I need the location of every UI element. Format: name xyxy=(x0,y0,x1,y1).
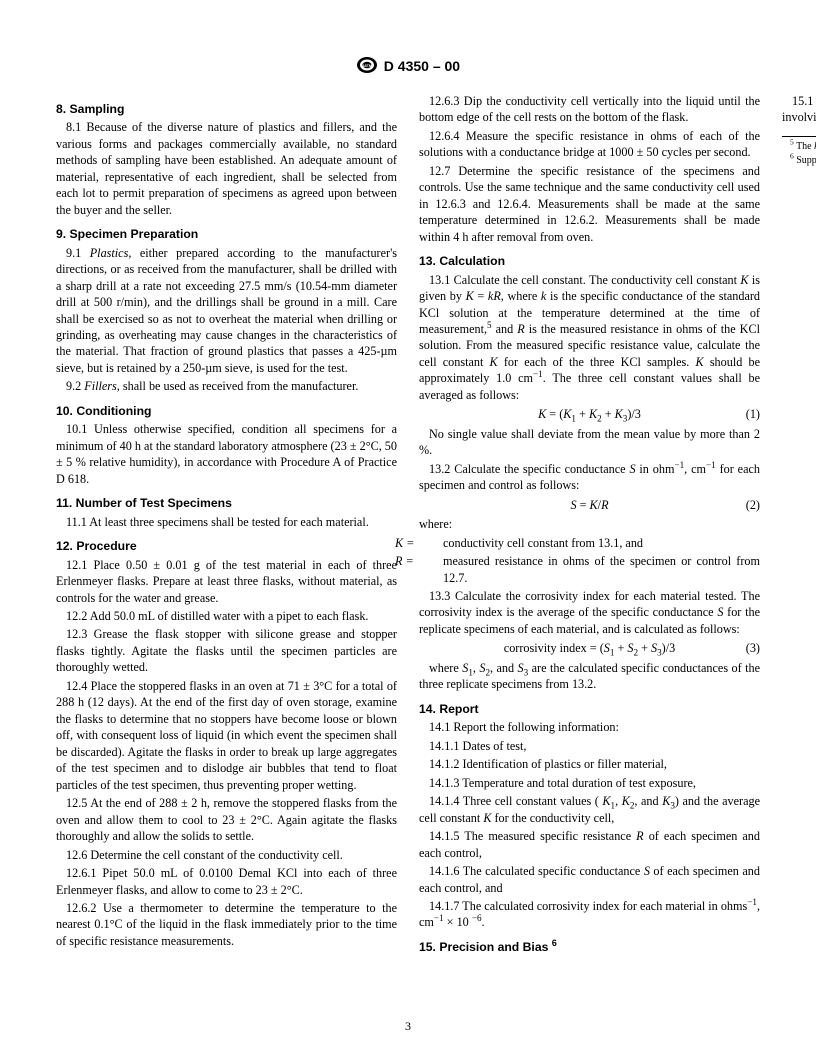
p-12-5: 12.5 At the end of 288 ± 2 h, remove the… xyxy=(56,795,397,844)
p-12-2: 12.2 Add 50.0 mL of distilled water with… xyxy=(56,608,397,624)
t: 14.1.4 Three cell constant values ( xyxy=(429,794,602,808)
t: The xyxy=(796,141,814,152)
p-9-2: 9.2 Fillers, shall be used as received f… xyxy=(56,378,397,394)
t: 14.1.5 The measured specific resistance xyxy=(429,829,636,843)
t: and xyxy=(492,322,518,336)
astm-logo-icon: ASTM xyxy=(356,56,378,79)
t: Supporting data are available from ASTM … xyxy=(796,155,816,166)
sec-10-title: 10. Conditioning xyxy=(56,403,397,419)
sec-8-title: 8. Sampling xyxy=(56,101,397,117)
t: for the conductivity cell, xyxy=(491,811,614,825)
eqnum: (2) xyxy=(746,497,760,513)
t: , where xyxy=(501,289,541,303)
p-12-4: 12.4 Place the stoppered flasks in an ov… xyxy=(56,678,397,793)
sec-15-title: 15. Precision and Bias 6 xyxy=(419,939,760,955)
t: Plastics xyxy=(90,246,129,260)
p-12-6-1: 12.6.1 Pipet 50.0 mL of 0.0100 Demal KCl… xyxy=(56,865,397,898)
footnote-6: 6 Supporting data are available from AST… xyxy=(782,155,816,168)
sec-13-title: 13. Calculation xyxy=(419,253,760,269)
sec-11-title: 11. Number of Test Specimens xyxy=(56,495,397,511)
eq-3: corrosivity index = (S1 + S2 + S3)/3(3) xyxy=(419,640,760,656)
designation: D 4350 – 00 xyxy=(384,58,460,74)
footnote-5: 5 The k value may be obtained from Fig. … xyxy=(782,141,816,154)
p-12-6-3: 12.6.3 Dip the conductivity cell vertica… xyxy=(419,93,760,126)
t: 6 xyxy=(552,938,557,948)
t: 9.2 xyxy=(66,379,84,393)
p-13-3-tail: where S1, S2, and S3 are the calculated … xyxy=(419,660,760,693)
t: for each of the three KCl samples. xyxy=(498,355,696,369)
t: , either prepared according to the manuf… xyxy=(56,246,397,375)
def-R: measured resistance in ohms of the speci… xyxy=(419,553,760,586)
t: , and xyxy=(634,794,662,808)
where-label: where: xyxy=(419,516,760,532)
p-14-1-1: 14.1.1 Dates of test, xyxy=(419,738,760,754)
p-12-6: 12.6 Determine the cell constant of the … xyxy=(56,847,397,863)
p-15-1: 15.1 Table 1 is based on a round robin c… xyxy=(782,93,816,126)
t: Fillers xyxy=(84,379,117,393)
p-8-1: 8.1 Because of the diverse nature of pla… xyxy=(56,119,397,218)
p-13-3: 13.3 Calculate the corrosivity index for… xyxy=(419,588,760,637)
t: , cm xyxy=(684,462,706,476)
t: 14.1.6 The calculated specific conductan… xyxy=(429,864,644,878)
sec-14-title: 14. Report xyxy=(419,701,760,717)
p-12-7: 12.7 Determine the specific resistance o… xyxy=(419,163,760,245)
footnote-rule xyxy=(782,136,816,137)
svg-text:ASTM: ASTM xyxy=(362,64,371,68)
sec-9-title: 9. Specimen Preparation xyxy=(56,226,397,242)
eqnum: (3) xyxy=(746,640,760,656)
t: 13.2 Calculate the specific conductance xyxy=(429,462,629,476)
p-14-1-5: 14.1.5 The measured specific resistance … xyxy=(419,828,760,861)
t: , shall be used as received from the man… xyxy=(117,379,359,393)
t: 9.1 xyxy=(66,246,90,260)
p-14-1-2: 14.1.2 Identification of plastics or fil… xyxy=(419,756,760,772)
p-14-1-3: 14.1.3 Temperature and total duration of… xyxy=(419,775,760,791)
t: × 10 xyxy=(444,915,472,929)
body-columns: 8. Sampling 8.1 Because of the diverse n… xyxy=(56,93,760,983)
page-number: 3 xyxy=(0,1018,816,1034)
t: . xyxy=(482,915,485,929)
p-13-1: 13.1 Calculate the cell constant. The co… xyxy=(419,272,760,404)
p-12-1: 12.1 Place 0.50 ± 0.01 g of the test mat… xyxy=(56,557,397,606)
p-9-1: 9.1 Plastics, either prepared according … xyxy=(56,245,397,377)
t: 15. Precision and Bias xyxy=(419,940,552,954)
t: are the calculated specific conductances… xyxy=(419,661,760,691)
t: , and xyxy=(490,661,518,675)
t: 13.1 Calculate the cell constant. The co… xyxy=(429,273,740,287)
eq-2: S = K/R(2) xyxy=(419,497,760,513)
t: 14.1.7 The calculated corrosivity index … xyxy=(429,899,747,913)
sec-12-title: 12. Procedure xyxy=(56,538,397,554)
p-14-1-6: 14.1.6 The calculated specific conductan… xyxy=(419,863,760,896)
p-14-1-7: 14.1.7 The calculated corrosivity index … xyxy=(419,898,760,931)
p-14-1-4: 14.1.4 Three cell constant values ( K1, … xyxy=(419,793,760,826)
def-K: conductivity cell constant from 13.1, an… xyxy=(419,535,760,551)
t: 13.3 Calculate the corrosivity index for… xyxy=(419,589,760,619)
p-11-1: 11.1 At least three specimens shall be t… xyxy=(56,514,397,530)
p-12-3: 12.3 Grease the flask stopper with silic… xyxy=(56,626,397,675)
p-13-1-note: No single value shall deviate from the m… xyxy=(419,426,760,459)
t: where xyxy=(429,661,462,675)
p-10-1: 10.1 Unless otherwise specified, conditi… xyxy=(56,421,397,487)
eq-1: K = (K1 + K2 + K3)/3(1) xyxy=(419,406,760,422)
p-12-6-4: 12.6.4 Measure the specific resistance i… xyxy=(419,128,760,161)
p-14-1: 14.1 Report the following information: xyxy=(419,719,760,735)
eqnum: (1) xyxy=(746,406,760,422)
p-12-6-2: 12.6.2 Use a thermometer to determine th… xyxy=(56,900,397,949)
p-13-2: 13.2 Calculate the specific conductance … xyxy=(419,461,760,494)
page-header: ASTM D 4350 – 00 xyxy=(56,56,760,79)
t: in ohm xyxy=(636,462,675,476)
